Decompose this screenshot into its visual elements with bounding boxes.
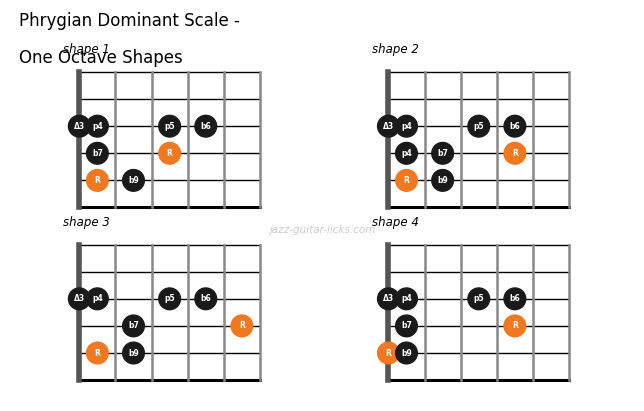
Circle shape — [504, 315, 526, 337]
Circle shape — [431, 143, 453, 164]
Circle shape — [395, 115, 417, 137]
Text: p5: p5 — [164, 122, 175, 131]
Circle shape — [159, 143, 180, 164]
Text: b7: b7 — [437, 149, 448, 158]
Circle shape — [122, 315, 144, 337]
Text: p4: p4 — [401, 149, 412, 158]
Text: p4: p4 — [401, 122, 412, 131]
Text: R: R — [512, 149, 518, 158]
Text: Δ3: Δ3 — [74, 294, 85, 303]
Text: b7: b7 — [128, 321, 139, 330]
Text: p4: p4 — [92, 122, 103, 131]
Text: b9: b9 — [437, 176, 448, 185]
Text: R: R — [512, 321, 518, 330]
Text: Phrygian Dominant Scale -: Phrygian Dominant Scale - — [19, 12, 240, 30]
Circle shape — [377, 288, 399, 309]
Circle shape — [195, 288, 216, 309]
Text: p5: p5 — [473, 294, 484, 303]
Text: Δ3: Δ3 — [383, 294, 394, 303]
Text: p4: p4 — [92, 294, 103, 303]
Text: jazz-guitar-licks.com: jazz-guitar-licks.com — [269, 225, 375, 235]
Circle shape — [86, 288, 108, 309]
Text: b6: b6 — [509, 294, 520, 303]
Circle shape — [231, 315, 252, 337]
Text: One Octave Shapes: One Octave Shapes — [19, 49, 183, 67]
Text: Δ3: Δ3 — [383, 122, 394, 131]
Circle shape — [504, 115, 526, 137]
Text: b9: b9 — [401, 349, 412, 358]
Text: b9: b9 — [128, 176, 139, 185]
Circle shape — [86, 170, 108, 191]
Text: R: R — [386, 349, 392, 358]
Text: R: R — [404, 176, 410, 185]
Circle shape — [159, 288, 180, 309]
Circle shape — [468, 288, 489, 309]
Text: R: R — [95, 349, 100, 358]
Circle shape — [395, 315, 417, 337]
Circle shape — [377, 342, 399, 364]
Text: R: R — [95, 176, 100, 185]
Circle shape — [159, 115, 180, 137]
Circle shape — [122, 342, 144, 364]
Text: b9: b9 — [128, 349, 139, 358]
Text: b6: b6 — [200, 294, 211, 303]
Circle shape — [86, 342, 108, 364]
Text: p5: p5 — [473, 122, 484, 131]
Text: R: R — [167, 149, 173, 158]
Text: R: R — [239, 321, 245, 330]
Text: shape 2: shape 2 — [372, 44, 419, 56]
Circle shape — [504, 288, 526, 309]
Circle shape — [68, 288, 90, 309]
Circle shape — [86, 115, 108, 137]
Text: shape 1: shape 1 — [63, 44, 110, 56]
Circle shape — [395, 143, 417, 164]
Circle shape — [395, 288, 417, 309]
Text: p4: p4 — [401, 294, 412, 303]
Circle shape — [68, 115, 90, 137]
Circle shape — [395, 170, 417, 191]
Text: b6: b6 — [509, 122, 520, 131]
Text: Δ3: Δ3 — [74, 122, 85, 131]
Text: b7: b7 — [401, 321, 412, 330]
Circle shape — [86, 143, 108, 164]
Circle shape — [504, 143, 526, 164]
Circle shape — [431, 170, 453, 191]
Circle shape — [122, 170, 144, 191]
Circle shape — [377, 115, 399, 137]
Text: b7: b7 — [92, 149, 103, 158]
Circle shape — [195, 115, 216, 137]
Text: shape 3: shape 3 — [63, 216, 110, 229]
Text: shape 4: shape 4 — [372, 216, 419, 229]
Circle shape — [395, 342, 417, 364]
Text: p5: p5 — [164, 294, 175, 303]
Text: b6: b6 — [200, 122, 211, 131]
Circle shape — [468, 115, 489, 137]
